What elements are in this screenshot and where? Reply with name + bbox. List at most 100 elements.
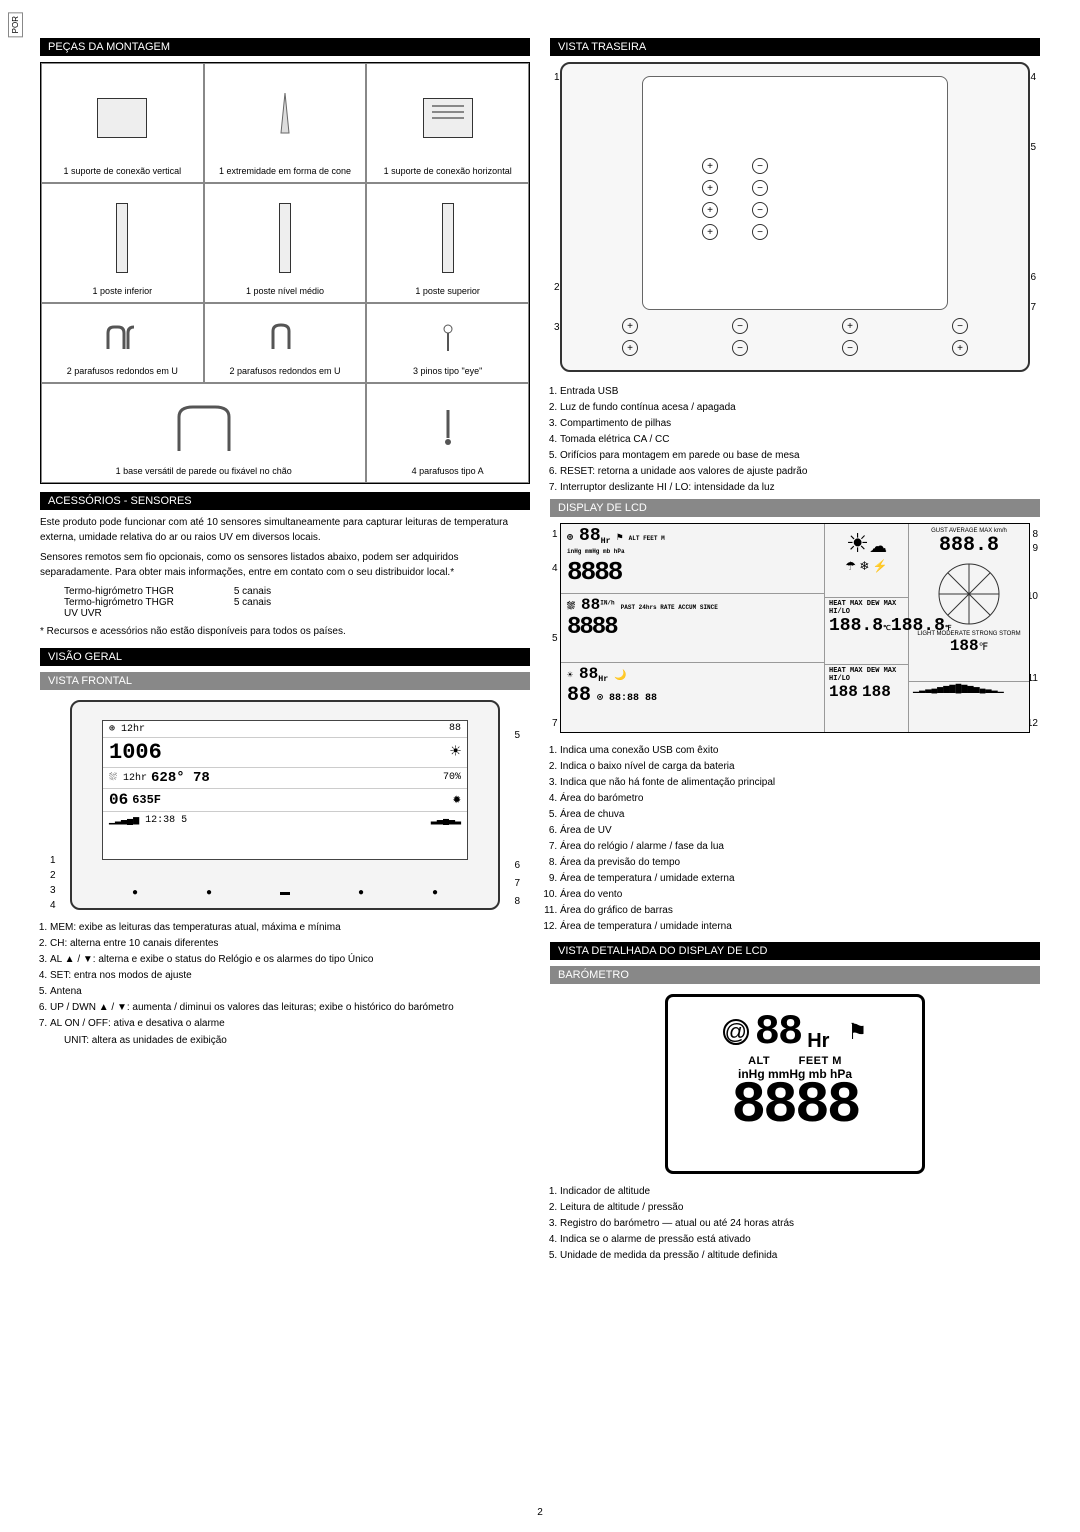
list-item: Área da previsão do tempo (560, 855, 1040, 870)
lcd-segment: 06 (109, 791, 128, 809)
part-icon (48, 70, 197, 166)
plus-icon: + (702, 224, 718, 240)
callout-number: 1 (50, 855, 56, 866)
barometer-hr: Hr (807, 1030, 829, 1053)
rear-foot-row: + − − + (622, 340, 968, 356)
list-item: MEM: exibe as leituras das temperaturas … (50, 920, 530, 935)
barometer-units1: FEET M (799, 1055, 842, 1067)
list-item: Tomada elétrica CA / CC (560, 432, 1040, 447)
lcd-area-temp-out: HEAT MAX DEW MAX HI/LO 188.8℃188.8℉ (825, 598, 908, 666)
part-label: 2 parafusos redondos em U (67, 366, 178, 376)
lcd-area-forecast: ☀☁ ☂ ❄ ⚡ (825, 524, 908, 598)
part-cell: 4 parafusos tipo A (366, 383, 529, 483)
weather-icon: ☀ (450, 741, 461, 763)
callout-number: 5 (552, 633, 558, 644)
callout-number: 4 (1030, 72, 1036, 83)
rear-cutout (642, 76, 948, 310)
list-item: Compartimento de pilhas (560, 416, 1040, 431)
heading-front-view: VISTA FRONTAL (40, 672, 530, 690)
rear-view-list: Entrada USB Luz de fundo contínua acesa … (560, 384, 1040, 495)
lcd-segment: 1006 (109, 740, 162, 765)
callout-number: 9 (1032, 543, 1038, 554)
lcd-segment: ▂▃▄▃▂ (431, 814, 461, 826)
accessory-name: Termo-higrómetro THGR (64, 586, 174, 597)
part-icon (211, 190, 360, 286)
callout-number: 5 (514, 730, 520, 741)
part-icon (373, 390, 522, 466)
heading-overview: VISÃO GERAL (40, 648, 530, 666)
part-label: 1 poste nível médio (246, 286, 324, 296)
front-view-device: ⊕ 12hr 88 1006 ☀ ⛆ 12hr 628° 78 70% 06 (70, 700, 500, 910)
part-cell: 3 pinos tipo "eye" (366, 303, 529, 383)
accessories-note: * Recursos e acessórios não estão dispon… (40, 625, 530, 640)
two-column-layout: PEÇAS DA MONTAGEM 1 suporte de conexão v… (40, 30, 1040, 1267)
part-label: 1 extremidade em forma de cone (219, 166, 351, 176)
callout-number: 3 (554, 322, 560, 333)
lcd-area-uv: ☀ 88Hr 🌙 88 ⊙ 88:88 88 (561, 663, 824, 732)
list-item: Leitura de altitude / pressão (560, 1200, 1040, 1215)
rear-view-figure: 1 2 3 4 5 6 7 + − + − + − + − (550, 62, 1040, 372)
plus-icon: + (622, 318, 638, 334)
heading-lcd-detail: VISTA DETALHADA DO DISPLAY DE LCD (550, 942, 1040, 960)
part-cell: 1 suporte de conexão vertical (41, 63, 204, 183)
part-icon (373, 190, 522, 286)
minus-icon: − (952, 318, 968, 334)
minus-icon: − (752, 180, 768, 196)
button-dot: ● (358, 887, 364, 898)
right-column: VISTA TRASEIRA 1 2 3 4 5 6 7 + − + − + −… (550, 30, 1040, 1267)
button-dot: ● (132, 887, 138, 898)
callout-number: 8 (514, 896, 520, 907)
accessory-channels: 5 canais (234, 597, 271, 608)
list-item: Indicador de altitude (560, 1184, 1040, 1199)
part-label: 1 suporte de conexão horizontal (384, 166, 512, 176)
minus-icon: − (752, 158, 768, 174)
front-buttons: ● ● ▬ ● ● (132, 887, 438, 898)
button-dot: ● (206, 887, 212, 898)
plus-icon: + (952, 340, 968, 356)
part-label: 1 poste inferior (93, 286, 153, 296)
list-item: Entrada USB (560, 384, 1040, 399)
list-item: Indica o baixo nível de carga da bateria (560, 759, 1040, 774)
list-item: Área do vento (560, 887, 1040, 902)
lcd-area-rain: ⛆ 88IN/h PAST 24hrs RATE ACCUM SINCE 888… (561, 594, 824, 664)
callout-number: 6 (1030, 272, 1036, 283)
list-item: Área de UV (560, 823, 1040, 838)
plus-icon: + (622, 340, 638, 356)
heading-accessories: ACESSÓRIOS - SENSORES (40, 492, 530, 510)
part-icon (48, 390, 359, 466)
heading-rear-view: VISTA TRASEIRA (550, 38, 1040, 56)
callout-number: 6 (514, 860, 520, 871)
barometer-list: Indicador de altitude Leitura de altitud… (560, 1184, 1040, 1263)
heading-lcd: DISPLAY DE LCD (550, 499, 1040, 517)
callout-number: 2 (554, 282, 560, 293)
list-item: UP / DWN ▲ / ▼: aumenta / diminui os val… (50, 1000, 530, 1015)
part-cell: 1 suporte de conexão horizontal (366, 63, 529, 183)
accessory-name: UV UVR (64, 608, 102, 619)
lcd-segment: ⊕ 12hr (109, 723, 145, 735)
rear-mount-holes: + − + − + − + − (702, 158, 772, 240)
accessories-table: Termo-higrómetro THGR 5 canais Termo-hig… (64, 586, 530, 619)
accessory-name: Termo-higrómetro THGR (64, 597, 174, 608)
list-item: RESET: retorna a unidade aos valores de … (560, 464, 1040, 479)
barometer-big: 88 (755, 1011, 801, 1053)
plus-icon: + (702, 180, 718, 196)
list-item: Área do gráfico de barras (560, 903, 1040, 918)
part-label: 3 pinos tipo "eye" (413, 366, 482, 376)
part-icon (211, 310, 360, 366)
callout-number: 4 (50, 900, 56, 911)
list-item: Indica que não há fonte de alimentação p… (560, 775, 1040, 790)
part-cell: 1 poste superior (366, 183, 529, 303)
callout-number: 7 (552, 718, 558, 729)
lcd-segment: 88 (449, 723, 461, 734)
spiral-icon: @ (723, 1019, 749, 1045)
part-icon (373, 310, 522, 366)
list-item: Orifícios para montagem em parede ou bas… (560, 448, 1040, 463)
flag-icon: ⚑ (847, 1019, 867, 1045)
minus-icon: − (752, 202, 768, 218)
plus-icon: + (702, 202, 718, 218)
page-number: 2 (537, 1507, 543, 1518)
list-item: Luz de fundo contínua acesa / apagada (560, 400, 1040, 415)
accessories-para1: Este produto pode funcionar com até 10 s… (40, 516, 530, 545)
lcd-segment: 635F (132, 793, 161, 807)
accessory-channels: 5 canais (234, 586, 271, 597)
